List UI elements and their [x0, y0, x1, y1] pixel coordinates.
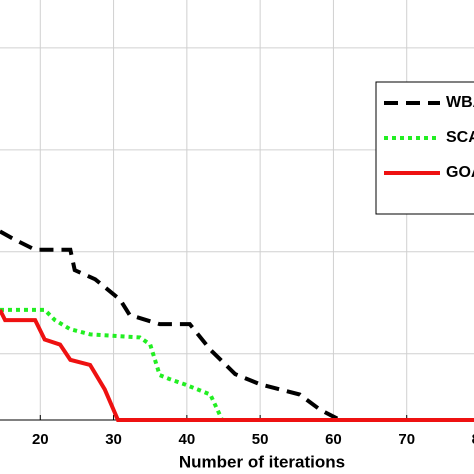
x-tick-label: 20 [32, 431, 49, 448]
x-tick-label: 70 [398, 431, 415, 448]
x-tick-label: 80 [472, 431, 474, 448]
x-tick-label: 40 [179, 431, 196, 448]
x-tick-label: 30 [105, 431, 122, 448]
legend-box [375, 81, 474, 215]
x-tick-label: 60 [325, 431, 342, 448]
series-line [0, 307, 224, 421]
legend-label: WBA [446, 94, 474, 111]
legend: WBA SCA GOA [375, 81, 474, 215]
series-line [0, 309, 474, 422]
legend-label: GOA [446, 164, 474, 181]
legend-label: SCA [446, 129, 474, 146]
x-axis-label: Number of iterations [179, 452, 345, 471]
series-line [0, 229, 474, 422]
x-tick-label: 50 [252, 431, 269, 448]
